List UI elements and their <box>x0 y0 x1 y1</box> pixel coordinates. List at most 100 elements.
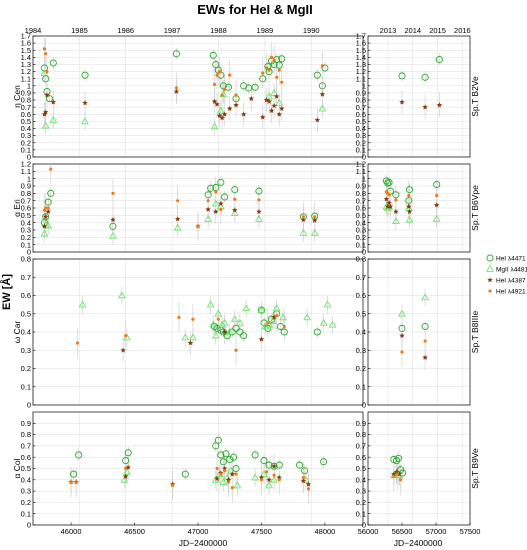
point-hei4921 <box>280 80 284 84</box>
point-hei4921 <box>230 486 234 490</box>
y-tick-label: 1.1 <box>356 74 366 83</box>
y-tick-label: 0.5 <box>21 117 31 126</box>
x-tick-label: 56000 <box>358 527 379 536</box>
point-hei4387 <box>393 208 399 215</box>
point-hei4921 <box>111 191 115 195</box>
point-hei4387 <box>42 213 49 220</box>
point-hei4387 <box>387 203 394 209</box>
point-hei4471 <box>397 466 405 474</box>
year-label: 2014 <box>404 26 421 35</box>
point-hei4471 <box>70 470 78 478</box>
point-hei4471 <box>172 50 180 58</box>
point-hei4387 <box>233 102 239 108</box>
point-hei4387 <box>259 114 266 120</box>
point-hei4921 <box>282 324 286 329</box>
point-hei4471 <box>181 470 189 478</box>
point-hei4921 <box>392 474 396 479</box>
y-tick-label: 0.8 <box>21 430 31 439</box>
point-mgii4481 <box>242 304 251 312</box>
point-hei4921 <box>212 82 217 86</box>
point-hei4387 <box>122 473 129 479</box>
y-tick-label: 0.4 <box>356 124 366 133</box>
point-hei4471 <box>217 451 225 459</box>
point-mgii4481 <box>209 320 218 328</box>
legend-label: HeI λ4387 <box>496 277 526 284</box>
y-tick-label: 0.7 <box>21 273 31 282</box>
y-tick-label: 0.5 <box>356 211 366 220</box>
point-hei4921 <box>223 87 227 91</box>
point-hei4387 <box>399 332 405 338</box>
point-hei4387 <box>406 208 413 215</box>
point-hei4921 <box>275 313 279 318</box>
point-hei4387 <box>41 223 48 229</box>
point-hei4471 <box>207 184 215 192</box>
year-label: 1987 <box>164 26 181 35</box>
legend-marker-hei4387 <box>487 277 493 283</box>
legend: HeI λ4471 MgII λ4481 HeI λ4387 HeI λ4921 <box>486 254 527 295</box>
point-mgii4481 <box>218 320 227 328</box>
point-mgii4481 <box>328 320 337 328</box>
y-tick-label: 0.4 <box>21 124 31 133</box>
y-tick-label: 0 <box>362 248 366 257</box>
point-hei4471 <box>264 324 272 332</box>
point-hei4471 <box>214 436 222 444</box>
point-hei4387 <box>232 207 238 213</box>
y-tick-label: 1.1 <box>21 167 31 176</box>
point-hei4387 <box>279 105 285 111</box>
point-hei4387 <box>45 208 51 215</box>
point-mgii4481 <box>303 313 312 321</box>
point-hei4921 <box>44 206 48 210</box>
y-tick-label: 0.8 <box>356 96 366 105</box>
point-mgii4481 <box>220 318 229 326</box>
point-mgii4481 <box>109 231 117 239</box>
point-hei4471 <box>275 461 283 469</box>
point-hei4921 <box>45 69 49 74</box>
point-hei4471 <box>228 328 236 336</box>
point-mgii4481 <box>189 333 197 341</box>
point-hei4921 <box>264 470 269 474</box>
point-hei4387 <box>219 114 225 121</box>
y-tick-label: 0.7 <box>356 196 366 205</box>
point-hei4921 <box>191 317 195 321</box>
point-hei4921 <box>124 466 128 471</box>
x-axis-labels: JD−2400000 JD−2400000 <box>179 538 443 548</box>
y-tick-label: 0.2 <box>21 364 31 373</box>
y-tick-label: 0.6 <box>21 291 31 300</box>
y-tick-label: 0.9 <box>356 182 366 191</box>
point-hei4387 <box>120 347 126 353</box>
point-mgii4481 <box>181 333 190 341</box>
point-hei4387 <box>211 98 218 104</box>
y-tick-label: 0.8 <box>356 430 366 439</box>
point-hei4387 <box>240 111 247 117</box>
point-mgii4481 <box>211 331 220 339</box>
point-mgii4481 <box>123 467 131 475</box>
point-mgii4481 <box>214 309 223 317</box>
point-hei4387 <box>399 99 405 105</box>
point-hei4471 <box>219 328 227 336</box>
point-hei4471 <box>295 461 304 469</box>
point-hei4471 <box>231 186 239 194</box>
point-mgii4481 <box>120 475 129 483</box>
point-hei4471 <box>232 324 240 332</box>
point-hei4387 <box>271 102 277 109</box>
point-mgii4481 <box>41 121 50 129</box>
y-tick-label: 1.2 <box>356 160 366 169</box>
point-hei4471 <box>405 186 414 194</box>
y-tick-label: 0.6 <box>356 204 366 213</box>
x-axis-label-left: JD−2400000 <box>179 538 228 548</box>
point-hei4921 <box>257 198 261 202</box>
x-tick-label: 46500 <box>124 527 145 536</box>
point-mgii4481 <box>404 203 413 211</box>
point-hei4471 <box>240 332 248 340</box>
panel-1-left: 00.10.20.30.40.50.60.70.80.911.11.21.31.… <box>21 32 364 162</box>
y-tick-label: 0.8 <box>21 96 31 105</box>
point-hei4471 <box>75 451 83 459</box>
point-hei4471 <box>255 187 263 195</box>
point-hei4387 <box>314 117 321 123</box>
point-hei4471 <box>49 59 57 67</box>
y-tick-label: 0.3 <box>21 346 31 355</box>
point-hei4921 <box>215 466 219 471</box>
point-mgii4481 <box>78 300 87 308</box>
spectral-type: Sp.T B9Ve <box>470 448 480 489</box>
point-hei4921 <box>277 68 281 72</box>
